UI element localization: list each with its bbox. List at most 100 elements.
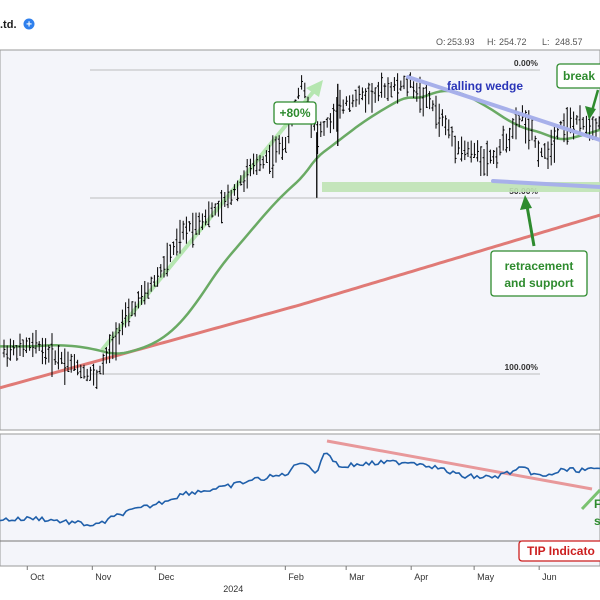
price-bar — [393, 77, 396, 91]
price-bar — [181, 220, 185, 240]
price-bar — [159, 264, 163, 278]
price-bar — [137, 291, 140, 309]
price-bar — [25, 337, 28, 354]
price-bar — [533, 135, 537, 148]
break-text: break — [563, 69, 595, 83]
price-bar — [101, 353, 105, 375]
price-bar — [373, 87, 377, 103]
price-bar — [383, 83, 387, 98]
price-bar — [121, 309, 124, 336]
price-bar — [79, 364, 83, 379]
price-bar — [367, 82, 371, 105]
price-bar — [5, 345, 9, 367]
price-bar — [69, 353, 73, 373]
price-bar — [505, 133, 508, 153]
x-tick-label: Jun — [542, 572, 557, 582]
price-bar — [41, 337, 44, 365]
price-bar — [364, 88, 367, 113]
price-bar — [226, 184, 230, 209]
indicator-trendline — [326, 439, 593, 491]
price-bar — [351, 94, 355, 108]
price-bar — [575, 115, 579, 125]
tip-indicator-badge: TIP Indicato — [518, 540, 600, 562]
price-bar — [495, 147, 499, 169]
price-bar — [297, 87, 300, 100]
gain-text: +80% — [279, 106, 310, 120]
price-bar — [143, 280, 147, 305]
fib-label-0: 0.00% — [514, 58, 539, 68]
price-bar — [482, 149, 486, 176]
plus-circle-icon[interactable] — [23, 18, 35, 30]
price-bar — [175, 228, 179, 256]
price-bar — [341, 99, 345, 114]
price-bar — [348, 95, 351, 112]
indicator-line — [0, 452, 600, 527]
price-bar — [89, 366, 92, 381]
ohlc-readout: O: 253.93 H: 254.72 L: 248.57 — [436, 37, 583, 47]
price-bar — [2, 339, 6, 358]
retracement-line-2: and support — [504, 276, 573, 290]
fib-label-100: 100.00% — [504, 362, 538, 372]
price-bar — [130, 301, 134, 317]
x-tick-label: Dec — [158, 572, 175, 582]
sma-green-line — [0, 89, 600, 355]
price-bar — [140, 284, 143, 305]
price-bar — [162, 255, 166, 278]
price-bar — [329, 113, 332, 134]
price-bar — [479, 146, 483, 177]
low-label: L: — [542, 37, 550, 47]
indicator-annotation-1: F — [594, 497, 600, 511]
price-bar — [357, 85, 361, 105]
header-bar — [0, 0, 600, 50]
price-bar — [194, 212, 198, 236]
price-bars — [2, 72, 600, 390]
high-value: 254.72 — [499, 37, 527, 47]
price-bar — [338, 89, 342, 119]
price-bar — [450, 126, 454, 147]
price-bar — [229, 189, 233, 205]
price-bar — [441, 109, 444, 127]
price-bar — [370, 82, 374, 113]
price-bar — [85, 368, 89, 382]
price-bar — [284, 136, 287, 153]
price-bar — [277, 135, 281, 155]
price-bar — [207, 201, 211, 228]
price-bar — [412, 81, 415, 99]
price-bar — [389, 81, 393, 98]
price-bar — [405, 76, 409, 97]
price-bar — [444, 115, 447, 136]
price-bar — [447, 119, 451, 139]
price-bar — [361, 87, 364, 101]
x-tick-label: 2024 — [223, 584, 243, 594]
indicator-annotation-2: s — [594, 514, 600, 528]
x-tick-label: May — [477, 572, 495, 582]
price-bar — [156, 267, 159, 287]
support-arrow — [520, 195, 536, 247]
price-bar — [242, 170, 246, 192]
price-bar — [258, 155, 262, 172]
price-bar — [60, 351, 63, 365]
x-tick-label: Mar — [349, 572, 365, 582]
price-bar — [239, 175, 243, 186]
price-bar — [540, 147, 543, 158]
price-bar — [271, 135, 275, 179]
price-bar — [111, 331, 115, 360]
price-bar — [508, 127, 511, 152]
price-bar — [322, 120, 326, 136]
price-bar — [114, 322, 118, 361]
price-bar — [466, 141, 470, 157]
gain-label: +80% — [273, 101, 317, 125]
price-bar — [95, 369, 99, 390]
price-bar — [537, 140, 540, 167]
price-bar — [50, 333, 54, 378]
price-bar — [252, 153, 255, 175]
price-bar — [581, 116, 585, 130]
add-button[interactable]: + — [23, 18, 35, 31]
open-label: O: — [436, 37, 446, 47]
price-bar — [213, 203, 217, 216]
price-bar — [9, 338, 12, 361]
price-bar — [28, 337, 31, 351]
price-bar — [431, 100, 435, 112]
price-bar — [460, 136, 463, 162]
price-bar — [399, 80, 403, 91]
